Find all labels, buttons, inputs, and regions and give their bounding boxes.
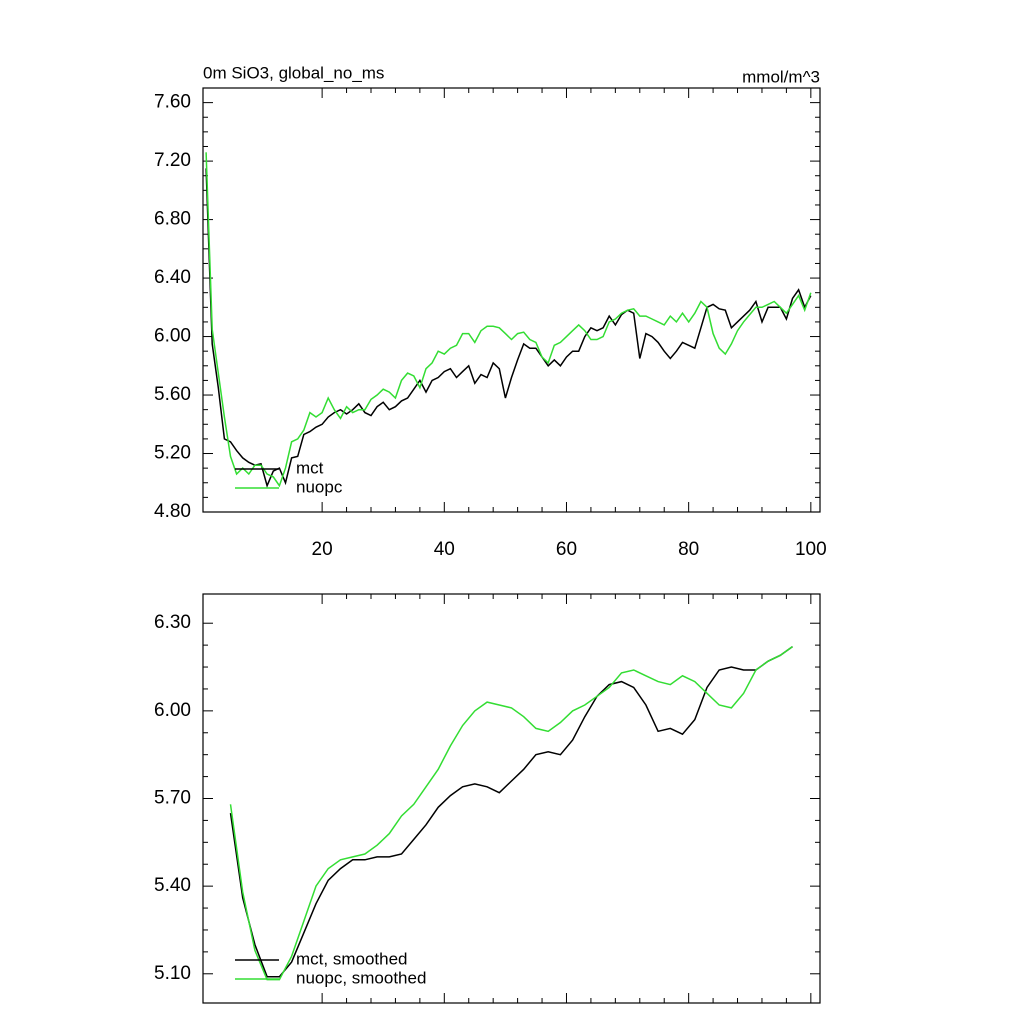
legend-label: mct (296, 458, 324, 477)
y-tick-label: 6.80 (154, 209, 191, 230)
y-tick-label: 7.20 (154, 150, 191, 171)
y-tick-label: 5.70 (154, 788, 191, 809)
series-line (229, 645, 793, 978)
legend-label: mct, smoothed (296, 949, 408, 968)
x-tick-label: 60 (556, 539, 577, 560)
x-tick-label: 100 (795, 539, 827, 560)
y-tick-label: 7.60 (154, 92, 191, 113)
y-tick-label: 6.00 (154, 700, 191, 721)
series-line (205, 168, 812, 488)
y-tick-label: 5.40 (154, 875, 191, 896)
y-tick-label: 5.60 (154, 384, 191, 405)
x-tick-label: 20 (312, 539, 333, 560)
y-tick-label: 6.40 (154, 267, 191, 288)
series-line (229, 645, 793, 981)
plot-frame (202, 593, 821, 1004)
y-tick-label: 6.00 (154, 326, 191, 347)
series-line (205, 152, 812, 488)
y-tick-label: 4.80 (154, 501, 191, 522)
x-tick-label: 40 (434, 539, 455, 560)
y-tick-label: 6.30 (154, 612, 191, 633)
legend-label: nuopc, smoothed (296, 968, 426, 987)
y-tick-label: 5.20 (154, 443, 191, 464)
plot-frame (202, 87, 821, 513)
x-tick-label: 80 (678, 539, 699, 560)
units-label: mmol/m^3 (742, 67, 820, 86)
y-tick-label: 5.10 (154, 963, 191, 984)
chart-title: 0m SiO3, global_no_ms (203, 63, 384, 82)
legend-label: nuopc (296, 477, 343, 496)
